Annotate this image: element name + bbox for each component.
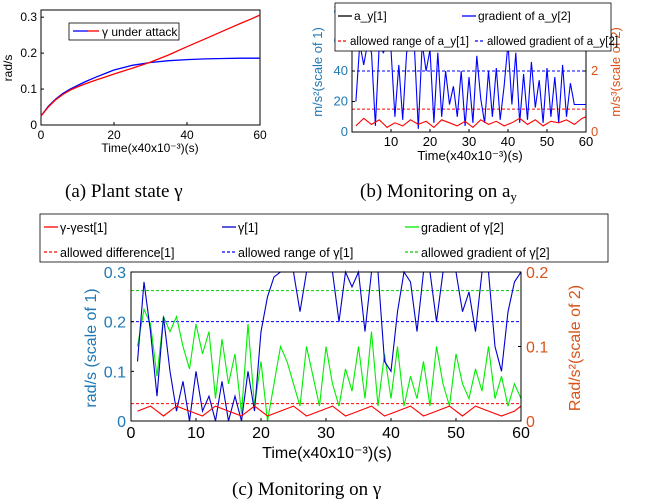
series-line-ay [355,116,587,129]
x-tick-label-c: 40 [382,425,400,442]
y-tick-label-right-c: 0.1 [526,340,548,357]
y-tick-label-a: 0.2 [20,46,37,60]
y-tick-label-left-b: 40 [334,63,348,78]
y-tick-label-left-c: 0.2 [104,315,126,332]
series-line-gradient-gamma [136,307,522,422]
x-tick-label-b: 10 [384,134,398,149]
legend-label-gamma: γ[1] [238,221,258,235]
y-tick-label-left-c: 0 [117,414,126,431]
x-tick-label-a: 0 [38,128,45,142]
chart-monitoring-ay: 102030405060020406080024Time(x40x10⁻³)(s… [310,2,623,163]
y-axis-label-right-c: Rad/s²(scale of 2) [567,285,584,411]
x-tick-label-c: 20 [252,425,270,442]
chart-monitoring-gamma: 0 10 20 30 40 50 6000.10.20.300.10.2Time(x40x1… [39,213,609,462]
y-axis-label-left-b: m/s²(scale of 1) [310,27,325,117]
legend-label-allowed-range-gamma: allowed range of γ[1] [238,246,353,260]
series-line-gamma-diff [137,405,522,417]
x-tick-label-c: 50 [447,425,465,442]
series-line-gamma [40,57,260,117]
series-line-attack [40,14,261,117]
series-line-gamma [136,269,522,422]
y-tick-label-right-b: 2 [591,63,598,78]
caption-a: (a) Plant state γ [65,181,183,202]
legend-label-gamma-diff: γ-γest[1] [60,221,107,235]
x-axis-label-c: Time(x40x10⁻³)(s) [262,445,392,462]
legend-label-allowed-diff: allowed difference[1] [60,246,174,260]
x-tick-label-c: 10 [187,425,205,442]
x-tick-label-b: 50 [540,134,554,149]
legend-label-ay: a_y[1] [354,9,387,23]
x-tick-label-c: 0 [127,425,136,442]
y-tick-label-left-c: 0.3 [104,265,126,282]
x-tick-label-c: 30 [317,425,335,442]
x-tick-label-a: 60 [253,128,267,142]
y-axis-label-left-c: rad/s (scale of 1) [83,288,100,407]
x-tick-label-a: 40 [180,128,194,142]
y-tick-label-a: 0.1 [20,82,37,96]
y-axis-label-a: rad/s [1,55,15,82]
x-tick-label-a: 20 [107,128,121,142]
y-tick-label-right-c: 0 [526,414,535,431]
legend-label-allowed-grad-gamma: allowed gradient of γ[2] [421,246,550,260]
y-tick-label-a: 0.3 [20,10,37,24]
y-tick-label-right-b: 0 [591,124,598,139]
y-tick-label-left-b: 0 [341,124,348,139]
x-axis-label-b: Time(x40x10⁻³)(s) [417,148,522,163]
x-tick-label-b: 40 [501,134,515,149]
legend-label-allowed-grad-ay: allowed gradient of a_y[2] [487,36,618,48]
y-tick-label-a: 0 [30,118,37,132]
series-line-gradient-ay [355,39,586,129]
chart-plant-state: 0 20 40 60 0 0.1 0.2 0.3 Time(x40x10⁻³)(s) rad/s γ… [1,9,267,155]
legend-label-gradient-gamma: gradient of γ[2] [421,221,504,235]
plot-frame-a [40,9,261,126]
caption-b: (b) Monitoring on ay [360,181,517,204]
y-tick-label-right-c: 0.2 [526,265,548,282]
legend-box-c [39,213,609,263]
x-tick-label-b: 60 [579,134,593,149]
x-tick-label-c: 60 [512,425,530,442]
x-tick-label-b: 20 [423,134,437,149]
legend-label-gradient-ay: gradient of a_y[2] [478,9,571,23]
y-axis-label-right-b: m/s³(scale of 2) [608,27,623,117]
caption-c: (c) Monitoring on γ [232,479,381,500]
x-tick-label-b: 30 [462,134,476,149]
legend-label-range-ay: allowed range of a_y[1] [350,36,469,48]
legend-label-attack: γ under attack [102,25,178,39]
legend-box-b [334,2,612,52]
y-tick-label-left-c: 0.1 [104,364,126,381]
y-tick-label-left-b: 20 [334,94,348,109]
x-axis-label-a: Time(x40x10⁻³)(s) [101,141,198,155]
legend-box-a [68,22,180,41]
